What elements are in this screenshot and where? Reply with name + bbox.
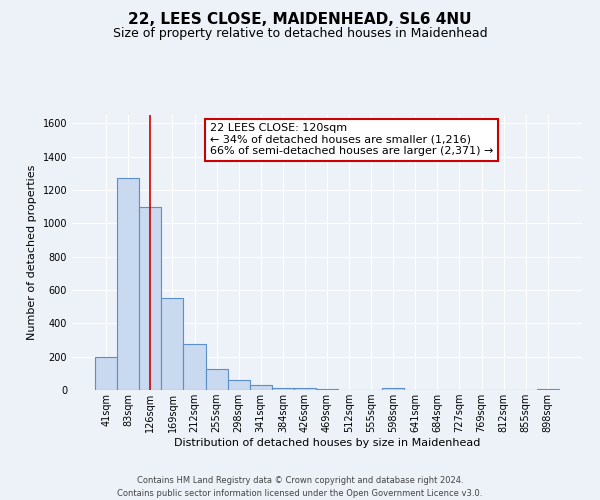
Bar [537, 389, 559, 390]
Text: 22, LEES CLOSE, MAIDENHEAD, SL6 4NU: 22, LEES CLOSE, MAIDENHEAD, SL6 4NU [128, 12, 472, 28]
Bar [206, 369, 227, 390]
X-axis label: Distribution of detached houses by size in Maidenhead: Distribution of detached houses by size … [174, 438, 480, 448]
Bar [294, 388, 316, 390]
Y-axis label: Number of detached properties: Number of detached properties [27, 165, 37, 340]
Bar [95, 356, 117, 390]
Text: Size of property relative to detached houses in Maidenhead: Size of property relative to detached ho… [113, 28, 487, 40]
Bar [316, 389, 338, 390]
Bar [382, 388, 404, 390]
Bar [272, 388, 294, 390]
Bar [250, 385, 272, 390]
Text: 22 LEES CLOSE: 120sqm
← 34% of detached houses are smaller (1,216)
66% of semi-d: 22 LEES CLOSE: 120sqm ← 34% of detached … [210, 123, 493, 156]
Bar [184, 344, 206, 390]
Bar [139, 206, 161, 390]
Bar [161, 298, 184, 390]
Text: Contains HM Land Registry data © Crown copyright and database right 2024.
Contai: Contains HM Land Registry data © Crown c… [118, 476, 482, 498]
Bar [117, 178, 139, 390]
Bar [227, 380, 250, 390]
